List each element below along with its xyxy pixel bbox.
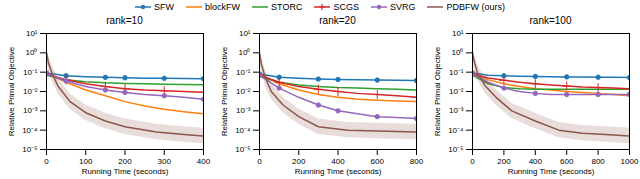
svg-text:Relative Primal Objective: Relative Primal Objective [433,46,442,136]
html-text:STORC: STORC [271,2,303,12]
svg-text:200: 200 [118,157,132,166]
svg-text:10⁻¹: 10⁻¹ [236,68,251,77]
svg-text:100: 100 [79,157,93,166]
svg-text:600: 600 [371,157,385,166]
svg-text:10⁻³: 10⁻³ [236,106,251,115]
svg-text:0: 0 [470,157,475,166]
svg-text:10⁻⁵: 10⁻⁵ [22,145,37,154]
svg-text:0: 0 [44,157,49,166]
svg-text:10⁻²: 10⁻² [23,87,38,96]
svg-text:600: 600 [560,157,574,166]
svg-text:Running Time (seconds): Running Time (seconds) [82,167,169,176]
svg-text:10⁻⁵: 10⁻⁵ [235,145,250,154]
html-text:SFW: SFW [154,2,174,12]
svg-text:10⁰: 10⁰ [239,48,251,57]
svg-text:10⁻⁴: 10⁻⁴ [448,126,464,135]
svg-text:200: 200 [292,157,306,166]
svg-text:10⁻⁴: 10⁻⁴ [22,126,38,135]
html-text:SCGS: SCGS [333,2,359,12]
svg-text:10¹: 10¹ [239,29,251,38]
svg-text:10⁻³: 10⁻³ [449,106,464,115]
svg-text:10⁻¹: 10⁻¹ [23,68,38,77]
svg-text:400: 400 [197,157,211,166]
svg-text:Relative Primal Objective: Relative Primal Objective [7,46,16,136]
svg-text:10⁻³: 10⁻³ [23,106,38,115]
svg-text:Running Time (seconds): Running Time (seconds) [295,167,382,176]
svg-text:10⁻⁵: 10⁻⁵ [448,145,463,154]
html-text:PDBFW (ours): PDBFW (ours) [446,2,505,12]
svg-text:200: 200 [497,157,511,166]
svg-text:10⁰: 10⁰ [452,48,464,57]
svg-text:Running Time (seconds): Running Time (seconds) [508,167,595,176]
svg-text:10⁻¹: 10⁻¹ [449,68,464,77]
html-text:rank=10: rank=10 [106,15,143,26]
svg-text:Relative Primal Objective: Relative Primal Objective [220,46,229,136]
svg-text:10¹: 10¹ [26,29,38,38]
html-text:rank=100: rank=100 [529,15,572,26]
svg-text:10⁰: 10⁰ [26,48,38,57]
svg-text:10¹: 10¹ [452,29,464,38]
svg-text:400: 400 [331,157,345,166]
html-text:blockFW: blockFW [205,2,241,12]
svg-text:0: 0 [257,157,262,166]
svg-text:10⁻⁴: 10⁻⁴ [235,126,251,135]
svg-text:800: 800 [591,157,605,166]
html-text:rank=20: rank=20 [319,15,356,26]
svg-text:400: 400 [529,157,543,166]
html-text:SVRG: SVRG [389,2,416,12]
svg-text:10⁻²: 10⁻² [449,87,464,96]
svg-text:10⁻²: 10⁻² [236,87,251,96]
svg-text:1000: 1000 [621,157,639,166]
svg-text:800: 800 [410,157,424,166]
svg-text:300: 300 [158,157,172,166]
